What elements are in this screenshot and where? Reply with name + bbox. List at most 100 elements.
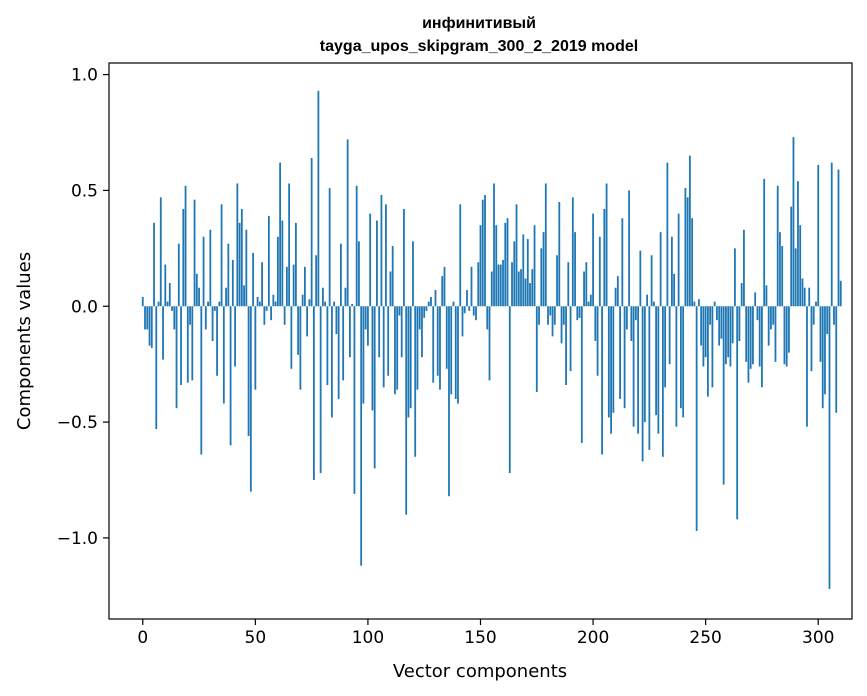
bar-25 <box>198 287 200 307</box>
bar-217 <box>630 306 633 341</box>
bar-37 <box>225 287 227 307</box>
bar-45 <box>243 285 245 307</box>
bar-169 <box>522 234 525 307</box>
bar-251 <box>707 306 709 397</box>
bar-214 <box>623 306 626 409</box>
bar-257 <box>720 306 723 339</box>
bar-220 <box>637 306 640 434</box>
bar-29 <box>207 301 209 307</box>
bar-295 <box>806 306 808 427</box>
bar-151 <box>481 199 484 307</box>
bar-71 <box>301 294 304 307</box>
bar-120 <box>412 241 414 307</box>
bar-307 <box>833 306 835 325</box>
bar-276 <box>763 178 766 307</box>
bar-130 <box>434 290 437 307</box>
bar-125 <box>423 306 426 318</box>
bar-78 <box>317 90 320 307</box>
bar-145 <box>468 306 471 311</box>
bar-238 <box>677 213 680 307</box>
bar-234 <box>668 306 671 365</box>
bar-56 <box>267 215 270 307</box>
bar-176 <box>538 306 540 325</box>
bar-240 <box>682 306 685 418</box>
bar-85 <box>333 301 336 307</box>
bar-175 <box>535 306 538 392</box>
bar-52 <box>258 301 261 307</box>
bar-183 <box>553 306 556 325</box>
bar-138 <box>452 301 455 307</box>
bar-48 <box>249 306 252 492</box>
bar-188 <box>565 306 567 386</box>
bar-259 <box>725 306 727 365</box>
bar-83 <box>328 188 331 307</box>
bar-153 <box>486 306 489 330</box>
bar-23 <box>193 199 196 307</box>
bar-159 <box>499 264 502 307</box>
bar-266 <box>740 283 743 307</box>
bar-30 <box>209 229 212 307</box>
bar-126 <box>425 306 428 311</box>
bar-6 <box>155 306 158 430</box>
x-axis: 0 50 100 150 200 250 300 <box>137 619 834 648</box>
bar-50 <box>254 306 257 390</box>
bar-303 <box>824 306 826 395</box>
bar-272 <box>754 292 757 307</box>
bar-227 <box>652 301 655 307</box>
bar-58 <box>272 294 275 307</box>
bar-308 <box>835 306 838 413</box>
bar-28 <box>204 306 207 330</box>
bar-99 <box>364 306 367 330</box>
bar-142 <box>461 306 464 337</box>
bar-261 <box>729 306 732 367</box>
bar-70 <box>299 306 302 390</box>
bar-137 <box>450 306 453 395</box>
bar-60 <box>276 236 279 307</box>
bar-270 <box>749 306 752 369</box>
bar-110 <box>389 271 392 307</box>
bar-296 <box>808 287 811 307</box>
bar-196 <box>583 271 585 307</box>
bar-2 <box>146 306 149 330</box>
bar-186 <box>560 306 563 344</box>
bar-256 <box>718 306 721 346</box>
bar-283 <box>779 232 781 307</box>
bar-198 <box>587 301 590 307</box>
chart-subtitle: tayga_upos_skipgram_300_2_2019 model <box>320 38 638 55</box>
bar-17 <box>180 306 182 386</box>
bar-249 <box>702 306 705 367</box>
bar-282 <box>776 185 779 307</box>
bar-40 <box>231 259 234 307</box>
bar-131 <box>436 306 439 376</box>
bar-275 <box>761 306 763 388</box>
bar-140 <box>457 306 459 404</box>
bar-22 <box>191 306 194 381</box>
bar-189 <box>567 262 570 307</box>
bar-65 <box>288 183 291 307</box>
bar-94 <box>353 306 356 494</box>
bar-269 <box>747 306 750 383</box>
bar-232 <box>664 306 667 388</box>
bar-236 <box>673 273 676 307</box>
bar-74 <box>308 299 311 307</box>
bar-13 <box>171 306 173 311</box>
bar-229 <box>657 306 660 434</box>
bar-230 <box>659 232 662 307</box>
bar-302 <box>821 306 824 409</box>
bar-187 <box>562 306 565 325</box>
bar-86 <box>335 306 338 335</box>
bar-4 <box>150 306 153 348</box>
bar-239 <box>679 306 682 409</box>
bar-243 <box>688 155 691 307</box>
bar-57 <box>270 306 273 321</box>
bar-64 <box>285 266 288 307</box>
x-tick-label: 300 <box>802 628 834 648</box>
bar-297 <box>810 306 813 372</box>
bar-33 <box>216 306 218 376</box>
bar-246 <box>695 306 698 531</box>
bar-201 <box>594 306 597 341</box>
bar-158 <box>497 264 500 307</box>
x-tick-label: 200 <box>577 628 609 648</box>
bar-136 <box>448 306 450 497</box>
bar-95 <box>355 185 358 307</box>
